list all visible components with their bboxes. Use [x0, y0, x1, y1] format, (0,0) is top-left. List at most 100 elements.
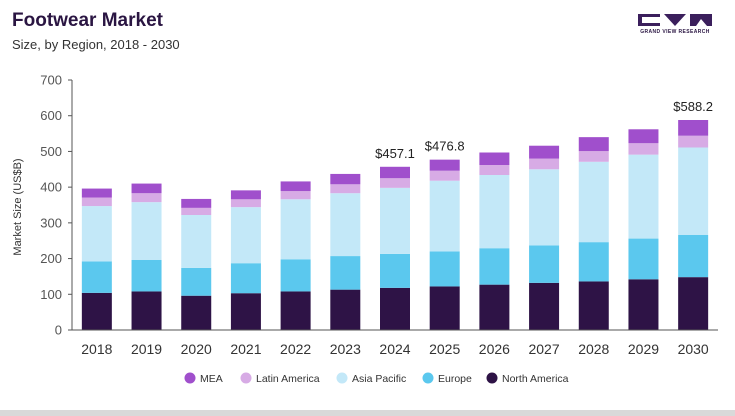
x-tick-label: 2020 — [181, 341, 212, 357]
bar-asia-pacific-2021 — [230, 207, 261, 264]
data-label-2024: $457.1 — [375, 146, 415, 161]
chart-title: Footwear Market — [12, 10, 163, 31]
bar-europe-2027 — [529, 245, 560, 283]
data-label-2025: $476.8 — [425, 139, 465, 154]
y-tick-label: 200 — [40, 251, 62, 266]
x-tick-label: 2022 — [280, 341, 311, 357]
legend-swatch-mea — [184, 372, 196, 384]
bar-latin-america-2022 — [280, 191, 311, 200]
bar-north-america-2026 — [479, 284, 510, 330]
x-tick-label: 2026 — [479, 341, 510, 357]
bar-mea-2019 — [131, 183, 162, 194]
annotations-group: $457.1 $476.8 $588.2 — [375, 99, 713, 161]
bar-asia-pacific-2026 — [479, 175, 510, 249]
legend: MEA Latin America Asia Pacific Europe North … — [184, 372, 569, 385]
x-tick-label: 2019 — [131, 341, 162, 357]
legend-label-asia-pacific: Asia Pacific — [352, 373, 406, 385]
bar-latin-america-2023 — [330, 184, 361, 194]
bar-latin-america-2026 — [479, 165, 510, 175]
legend-swatch-europe — [422, 372, 434, 384]
bar-asia-pacific-2020 — [181, 215, 212, 268]
logo-icon — [638, 14, 712, 26]
bar-north-america-2028 — [578, 281, 609, 330]
bar-mea-2029 — [628, 129, 659, 144]
y-axis-label: Market Size (US$B) — [12, 158, 24, 255]
bar-asia-pacific-2028 — [578, 161, 609, 243]
x-tick-label: 2023 — [330, 341, 361, 357]
logo-text: GRAND VIEW RESEARCH — [640, 29, 710, 35]
x-tick-label: 2030 — [678, 341, 709, 357]
x-tick-label: 2024 — [379, 341, 410, 357]
bar-mea-2023 — [330, 173, 361, 185]
bar-europe-2024 — [380, 253, 410, 288]
bar-europe-2028 — [578, 242, 609, 282]
bar-europe-2022 — [280, 259, 311, 292]
y-tick-label: 300 — [40, 215, 62, 230]
legend-label-latin-america: Latin America — [256, 373, 320, 385]
bar-latin-america-2028 — [578, 151, 609, 162]
bar-asia-pacific-2022 — [280, 199, 311, 260]
bar-north-america-2022 — [280, 291, 311, 330]
bar-latin-america-2021 — [230, 199, 261, 208]
bar-north-america-2024 — [380, 287, 410, 330]
bar-asia-pacific-2027 — [529, 169, 560, 246]
bar-north-america-2021 — [230, 293, 261, 330]
bar-europe-2030 — [678, 235, 709, 278]
bar-north-america-2019 — [131, 291, 162, 330]
bar-latin-america-2024 — [380, 178, 410, 188]
bar-europe-2029 — [628, 238, 659, 280]
bar-mea-2030 — [678, 120, 709, 136]
bar-mea-2026 — [479, 152, 510, 165]
bar-europe-2020 — [181, 267, 212, 296]
bar-europe-2019 — [131, 260, 162, 292]
legend-label-europe: Europe — [438, 373, 472, 385]
data-label-2030: $588.2 — [673, 99, 713, 114]
x-tick-label: 2025 — [429, 341, 460, 357]
legend-swatch-latin-america — [240, 372, 252, 384]
bar-europe-2018 — [81, 261, 112, 293]
y-tick-label: 700 — [40, 73, 62, 88]
bar-mea-2028 — [578, 137, 609, 152]
bar-latin-america-2019 — [131, 193, 162, 203]
x-axis: 2018 2019 2020 2021 2022 2023 2024 2025 2026 2027… — [72, 329, 718, 357]
legend-label-north-america: North America — [502, 373, 569, 385]
legend-swatch-north-america — [486, 372, 498, 384]
bar-north-america-2023 — [330, 289, 361, 330]
bar-asia-pacific-2019 — [131, 202, 162, 260]
bar-latin-america-2029 — [628, 143, 659, 155]
bar-asia-pacific-2024 — [380, 187, 410, 254]
y-axis: 0 100 200 300 400 500 600 700 Market Size (US$B) — [12, 73, 73, 338]
bar-north-america-2027 — [529, 282, 560, 330]
x-tick-label: 2028 — [578, 341, 609, 357]
bar-mea-2020 — [181, 198, 212, 208]
bar-mea-2025 — [429, 159, 460, 171]
bar-north-america-2025 — [429, 286, 460, 330]
chart-header: Footwear Market Size, by Region, 2018 - … — [12, 8, 180, 52]
y-tick-label: 600 — [40, 108, 62, 123]
bar-asia-pacific-2023 — [330, 193, 361, 257]
x-tick-label: 2018 — [81, 341, 112, 357]
bar-north-america-2030 — [678, 277, 709, 330]
bar-latin-america-2025 — [429, 170, 460, 181]
grand-view-research-logo: GRAND VIEW RESEARCH — [636, 13, 714, 37]
bar-mea-2021 — [230, 190, 261, 200]
y-tick-label: 500 — [40, 144, 62, 159]
x-tick-label: 2021 — [230, 341, 261, 357]
bar-latin-america-2030 — [678, 135, 709, 148]
bar-asia-pacific-2025 — [429, 180, 460, 252]
legend-label-mea: MEA — [200, 373, 223, 385]
legend-swatch-asia-pacific — [336, 372, 348, 384]
bars-group — [81, 120, 709, 330]
y-tick-label: 100 — [40, 287, 62, 302]
bar-europe-2021 — [230, 263, 261, 294]
bar-mea-2022 — [280, 181, 311, 192]
bar-latin-america-2027 — [529, 158, 560, 170]
bar-europe-2025 — [429, 251, 460, 287]
bar-asia-pacific-2029 — [628, 154, 659, 239]
bar-latin-america-2018 — [81, 197, 112, 207]
bar-mea-2018 — [81, 188, 112, 198]
bottom-divider — [0, 410, 735, 416]
bar-europe-2023 — [330, 256, 361, 290]
y-tick-label: 400 — [40, 180, 62, 195]
